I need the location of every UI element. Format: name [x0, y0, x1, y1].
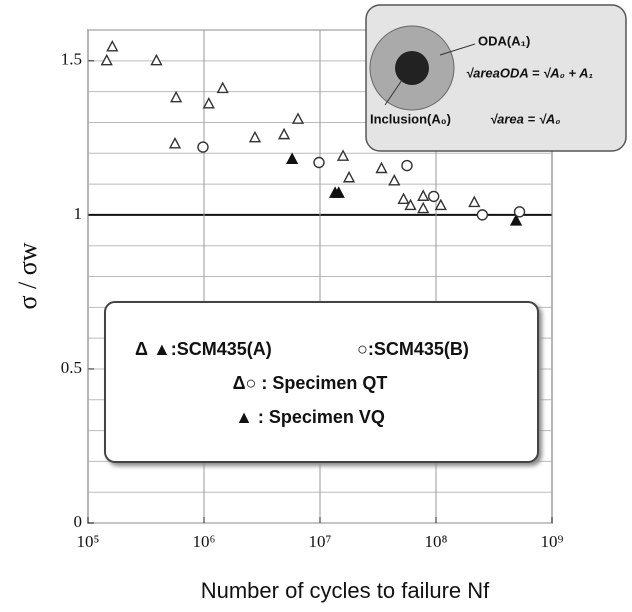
y-tick-label: 1.5	[61, 50, 82, 69]
point	[397, 192, 410, 205]
point	[427, 190, 440, 203]
point	[513, 206, 526, 218]
x-axis-label: Number of cycles to failure Nf	[201, 578, 490, 603]
point	[277, 127, 291, 140]
inset-formula: √area = √A₀	[490, 111, 560, 126]
point	[417, 201, 430, 214]
x-tick-label: 10⁵	[77, 532, 100, 551]
point	[286, 152, 299, 164]
point	[401, 159, 413, 172]
x-tick-label: 10⁷	[309, 532, 332, 551]
point	[168, 137, 182, 149]
y-tick-label: 1	[74, 204, 83, 223]
point	[202, 96, 215, 109]
point	[434, 198, 447, 211]
y-tick-label: 0	[74, 512, 83, 531]
inset-formula: √areaODA = √A₀ + A₁	[466, 65, 593, 80]
point	[388, 173, 401, 186]
point	[106, 39, 119, 52]
point	[509, 214, 523, 226]
point	[170, 90, 183, 103]
legend-entry: Δ ▲:SCM435(A)	[135, 339, 272, 359]
legend-entry: Δ○ : Specimen QT	[233, 373, 388, 393]
point	[248, 130, 262, 143]
x-tick-label: 10⁶	[193, 532, 216, 551]
x-tick-label: 10⁸	[425, 532, 448, 551]
point	[100, 53, 113, 66]
point	[216, 81, 229, 94]
legend-entry: ▲ : Specimen VQ	[235, 407, 385, 427]
point	[150, 53, 163, 66]
inset: ODA(A₁) √areaODA = √A₀ + A₁ Inclusion(A₀…	[365, 4, 627, 152]
inclusion	[395, 51, 429, 85]
point	[342, 170, 356, 183]
y-tick-label: 0.5	[61, 358, 82, 377]
point	[332, 186, 345, 198]
inset-label: ODA(A₁)	[478, 33, 530, 48]
point	[468, 195, 481, 208]
legend-box	[104, 301, 539, 463]
point	[404, 198, 417, 211]
x-tick-label: 10⁹	[541, 532, 564, 551]
point	[417, 189, 430, 201]
point	[476, 209, 489, 221]
point	[291, 112, 305, 124]
point	[336, 149, 350, 161]
inset-label: Inclusion(A₀)	[370, 111, 451, 126]
y-axis-label: σ / σw	[13, 242, 42, 309]
point	[313, 156, 325, 169]
point	[197, 141, 209, 153]
legend-entry: ○:SCM435(B)	[357, 339, 469, 359]
pointer	[439, 43, 476, 56]
pointer	[384, 79, 403, 106]
point	[375, 161, 388, 174]
